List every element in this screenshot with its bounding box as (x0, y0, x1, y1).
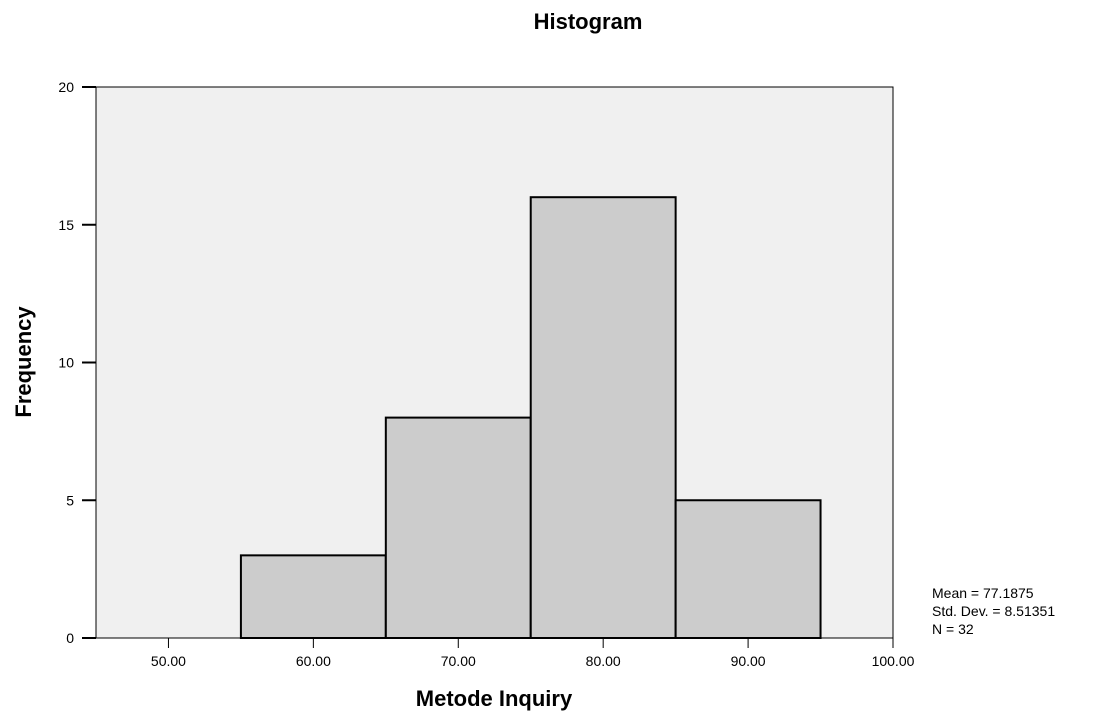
y-tick-label: 20 (58, 79, 74, 95)
x-tick-label: 90.00 (731, 653, 766, 669)
y-tick-label: 5 (66, 492, 74, 508)
stat-std-dev: Std. Dev. = 8.51351 (932, 603, 1055, 619)
x-tick-label: 100.00 (872, 653, 915, 669)
histogram-bar-1 (239, 554, 387, 639)
x-tick-label: 60.00 (296, 653, 331, 669)
x-tick-label: 50.00 (151, 653, 186, 669)
bars-group (239, 196, 822, 639)
y-tick-label: 15 (58, 217, 74, 233)
x-axis: 50.00 60.00 70.00 80.00 90.00 100.00 (96, 637, 915, 669)
y-axis-title: Frequency (11, 306, 36, 418)
chart-title: Histogram (534, 9, 643, 34)
x-tick-label: 70.00 (441, 653, 476, 669)
statistics-legend: Mean = 77.1875 Std. Dev. = 8.51351 N = 3… (932, 585, 1055, 637)
y-axis: 0 5 10 15 20 (58, 79, 97, 646)
stat-n: N = 32 (932, 621, 974, 637)
x-tick-label: 80.00 (586, 653, 621, 669)
x-axis-title: Metode Inquiry (416, 686, 573, 711)
y-tick-label: 0 (66, 630, 74, 646)
histogram-bar-3 (529, 196, 677, 639)
histogram-bar-2 (384, 416, 532, 639)
y-tick-label: 10 (58, 355, 74, 371)
histogram-bar-4 (674, 499, 822, 639)
stat-mean: Mean = 77.1875 (932, 585, 1034, 601)
